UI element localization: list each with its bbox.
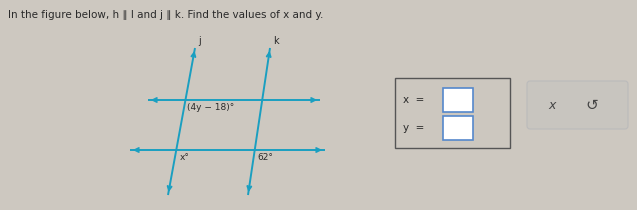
FancyBboxPatch shape xyxy=(395,78,510,148)
Text: In the figure below, h ∥ l and j ∥ k. Find the values of x and y.: In the figure below, h ∥ l and j ∥ k. Fi… xyxy=(8,10,324,20)
Text: x  =: x = xyxy=(403,95,424,105)
Text: x: x xyxy=(548,98,555,112)
Text: ↺: ↺ xyxy=(585,97,598,113)
FancyBboxPatch shape xyxy=(443,116,473,140)
Text: j: j xyxy=(198,36,201,46)
Text: 62°: 62° xyxy=(258,153,274,162)
Text: k: k xyxy=(273,36,278,46)
FancyBboxPatch shape xyxy=(527,81,628,129)
FancyBboxPatch shape xyxy=(443,88,473,112)
Text: x°: x° xyxy=(179,153,189,162)
Text: y  =: y = xyxy=(403,123,424,133)
Text: (4y − 18)°: (4y − 18)° xyxy=(187,103,234,112)
